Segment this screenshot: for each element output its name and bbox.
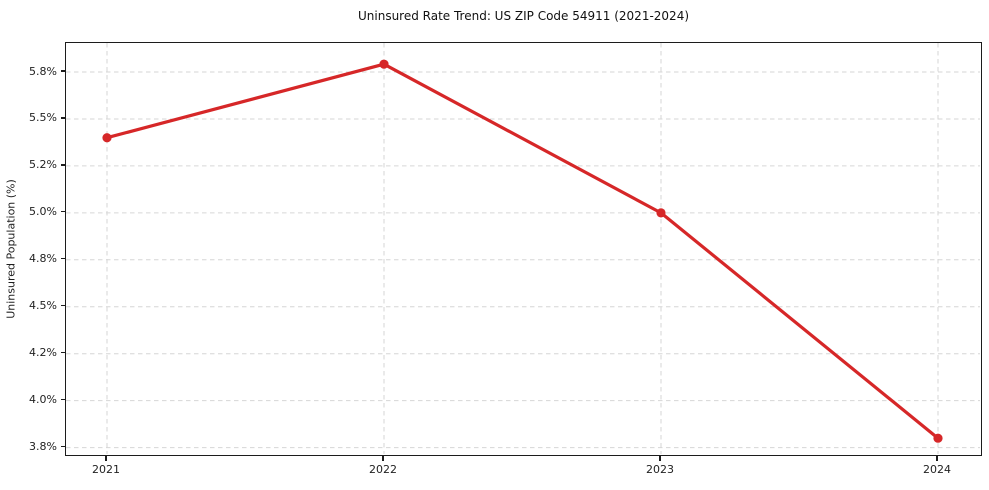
y-tick-label: 3.8% bbox=[29, 440, 57, 454]
y-tick-mark bbox=[60, 70, 65, 72]
y-tick-mark bbox=[60, 352, 65, 354]
y-tick-label: 5.2% bbox=[29, 158, 57, 172]
y-tick-label: 5.5% bbox=[29, 111, 57, 125]
chart-title: Uninsured Rate Trend: US ZIP Code 54911 … bbox=[357, 9, 690, 23]
trend-line bbox=[105, 62, 940, 440]
y-tick-label: 4.5% bbox=[29, 299, 57, 313]
data-point-marker bbox=[379, 59, 389, 69]
x-tick-mark bbox=[382, 456, 384, 461]
y-tick-mark bbox=[60, 211, 65, 213]
y-tick-mark bbox=[60, 258, 65, 260]
y-tick-mark bbox=[60, 399, 65, 401]
x-tick-mark bbox=[105, 456, 107, 461]
data-point-marker bbox=[933, 433, 943, 443]
y-tick-label: 5.0% bbox=[29, 205, 57, 219]
y-tick-label: 4.2% bbox=[29, 346, 57, 360]
x-tick-label: 2024 bbox=[923, 463, 951, 476]
y-tick-mark bbox=[60, 117, 65, 119]
y-tick-mark bbox=[60, 164, 65, 166]
y-tick-label: 4.8% bbox=[29, 252, 57, 266]
y-tick-mark bbox=[60, 445, 65, 448]
y-tick-label: 5.8% bbox=[29, 64, 57, 78]
line-chart-svg bbox=[66, 43, 980, 454]
x-tick-label: 2023 bbox=[646, 463, 674, 476]
x-tick-label: 2021 bbox=[92, 463, 120, 476]
data-point-marker bbox=[102, 133, 112, 143]
x-tick-label: 2022 bbox=[369, 463, 397, 476]
x-tick-mark bbox=[936, 456, 938, 461]
y-tick-mark bbox=[60, 305, 65, 307]
y-tick-label: 4.0% bbox=[29, 393, 57, 407]
data-point-marker bbox=[656, 208, 666, 218]
x-tick-mark bbox=[659, 456, 661, 461]
plot-area bbox=[65, 42, 982, 456]
